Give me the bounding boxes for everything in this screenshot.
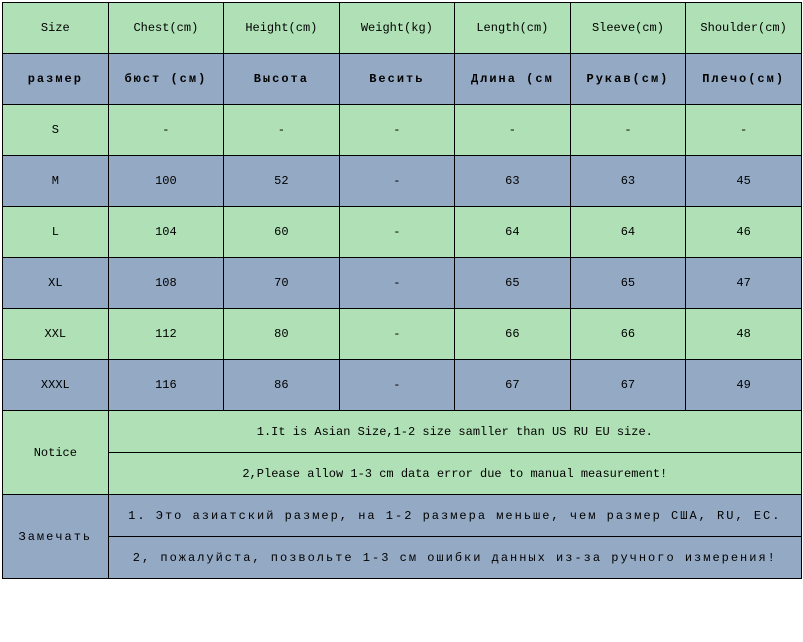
cell-m-length: 63: [455, 156, 571, 207]
cell-m-weight: -: [339, 156, 455, 207]
ru-hdr-height: Высота: [224, 54, 340, 105]
notice-row-2: 2,Please allow 1-3 cm data error due to …: [3, 453, 802, 495]
ru-hdr-weight: Весить: [339, 54, 455, 105]
cell-xxxl-chest: 116: [108, 360, 223, 411]
cell-xxl-sleeve: 66: [570, 309, 686, 360]
cell-s-chest: -: [108, 105, 223, 156]
ru-hdr-size: размер: [3, 54, 109, 105]
cell-xl-sleeve: 65: [570, 258, 686, 309]
cell-xxxl-sleeve: 67: [570, 360, 686, 411]
cell-xxl-height: 80: [224, 309, 340, 360]
ru-notice-label: Замечать: [3, 495, 109, 579]
row-l: L 104 60 - 64 64 46: [3, 207, 802, 258]
cell-s-height: -: [224, 105, 340, 156]
ru-notice-line2: 2, пожалуйста, позвольте 1-3 см ошибки д…: [108, 537, 801, 579]
cell-xxl-shoulder: 48: [686, 309, 802, 360]
cell-s-shoulder: -: [686, 105, 802, 156]
row-s: S - - - - - -: [3, 105, 802, 156]
cell-l-chest: 104: [108, 207, 223, 258]
cell-s-sleeve: -: [570, 105, 686, 156]
cell-xl-chest: 108: [108, 258, 223, 309]
header-row-en: Size Chest(cm) Height(cm) Weight(kg) Len…: [3, 3, 802, 54]
cell-xxl-size: XXL: [3, 309, 109, 360]
header-row-ru: размер бюст (см) Высота Весить Длина (см…: [3, 54, 802, 105]
cell-xl-length: 65: [455, 258, 571, 309]
cell-m-sleeve: 63: [570, 156, 686, 207]
row-xl: XL 108 70 - 65 65 47: [3, 258, 802, 309]
cell-l-sleeve: 64: [570, 207, 686, 258]
hdr-length: Length(cm): [455, 3, 571, 54]
cell-m-height: 52: [224, 156, 340, 207]
cell-l-size: L: [3, 207, 109, 258]
size-chart-table: Size Chest(cm) Height(cm) Weight(kg) Len…: [2, 2, 802, 579]
row-xxxl: XXXL 116 86 - 67 67 49: [3, 360, 802, 411]
cell-m-chest: 100: [108, 156, 223, 207]
hdr-weight: Weight(kg): [339, 3, 455, 54]
cell-s-length: -: [455, 105, 571, 156]
cell-l-length: 64: [455, 207, 571, 258]
cell-s-weight: -: [339, 105, 455, 156]
row-xxl: XXL 112 80 - 66 66 48: [3, 309, 802, 360]
notice-line2: 2,Please allow 1-3 cm data error due to …: [108, 453, 801, 495]
hdr-chest: Chest(cm): [108, 3, 223, 54]
cell-xxxl-length: 67: [455, 360, 571, 411]
cell-xl-weight: -: [339, 258, 455, 309]
hdr-size: Size: [3, 3, 109, 54]
ru-notice-row-2: 2, пожалуйста, позвольте 1-3 см ошибки д…: [3, 537, 802, 579]
cell-m-shoulder: 45: [686, 156, 802, 207]
row-m: M 100 52 - 63 63 45: [3, 156, 802, 207]
cell-xxxl-height: 86: [224, 360, 340, 411]
cell-xl-size: XL: [3, 258, 109, 309]
ru-hdr-sleeve: Рукав(см): [570, 54, 686, 105]
notice-row-1: Notice 1.It is Asian Size,1-2 size samll…: [3, 411, 802, 453]
cell-l-weight: -: [339, 207, 455, 258]
hdr-sleeve: Sleeve(cm): [570, 3, 686, 54]
ru-hdr-shoulder: Плечо(см): [686, 54, 802, 105]
cell-s-size: S: [3, 105, 109, 156]
cell-m-size: M: [3, 156, 109, 207]
hdr-shoulder: Shoulder(cm): [686, 3, 802, 54]
ru-hdr-chest: бюст (см): [108, 54, 223, 105]
cell-xl-shoulder: 47: [686, 258, 802, 309]
cell-l-shoulder: 46: [686, 207, 802, 258]
cell-xxl-length: 66: [455, 309, 571, 360]
notice-label: Notice: [3, 411, 109, 495]
hdr-height: Height(cm): [224, 3, 340, 54]
notice-line1: 1.It is Asian Size,1-2 size samller than…: [108, 411, 801, 453]
cell-xxl-weight: -: [339, 309, 455, 360]
ru-hdr-length: Длина (см: [455, 54, 571, 105]
cell-xl-height: 70: [224, 258, 340, 309]
cell-xxxl-shoulder: 49: [686, 360, 802, 411]
ru-notice-row-1: Замечать 1. Это азиатский размер, на 1-2…: [3, 495, 802, 537]
cell-xxxl-size: XXXL: [3, 360, 109, 411]
cell-xxxl-weight: -: [339, 360, 455, 411]
cell-xxl-chest: 112: [108, 309, 223, 360]
ru-notice-line1: 1. Это азиатский размер, на 1-2 размера …: [108, 495, 801, 537]
cell-l-height: 60: [224, 207, 340, 258]
